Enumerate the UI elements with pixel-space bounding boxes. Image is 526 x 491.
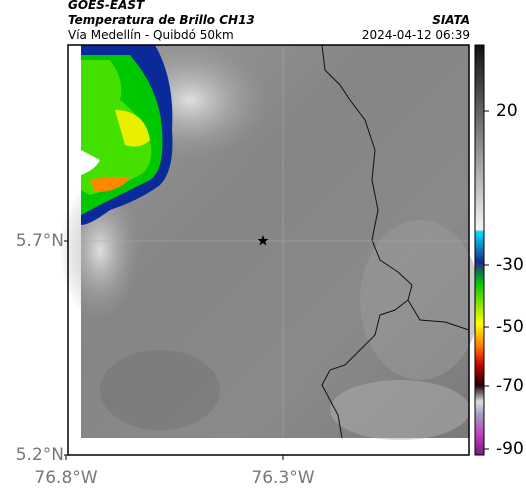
colorbar-tick-label: -70 (496, 376, 524, 396)
title: GOES-EAST (68, 0, 145, 12)
map (60, 40, 480, 456)
location: Vía Medellín - Quibdó 50km (68, 28, 234, 42)
colorbar-ticks: 20 -30 -50 -70 -90 (484, 101, 524, 459)
colorbar-tick-label: -50 (496, 317, 524, 337)
lon-tick-label: 76.8°W (34, 468, 97, 488)
datetime: 2024-04-12 06:39 (362, 28, 470, 42)
subtitle: Temperatura de Brillo CH13 (68, 13, 255, 27)
lat-tick-label: 5.7°N (16, 231, 64, 251)
colorbar (474, 44, 485, 456)
colorbar-tick-label: -90 (496, 439, 524, 459)
lat-tick-label: 5.2°N (16, 445, 64, 465)
source: SIATA (432, 13, 470, 27)
colorbar-tick-label: 20 (496, 101, 518, 121)
axes: 5.7°N 5.2°N 76.8°W 76.3°W (16, 231, 315, 488)
colorbar-tick-label: -30 (496, 255, 524, 275)
lon-tick-label: 76.3°W (251, 468, 314, 488)
